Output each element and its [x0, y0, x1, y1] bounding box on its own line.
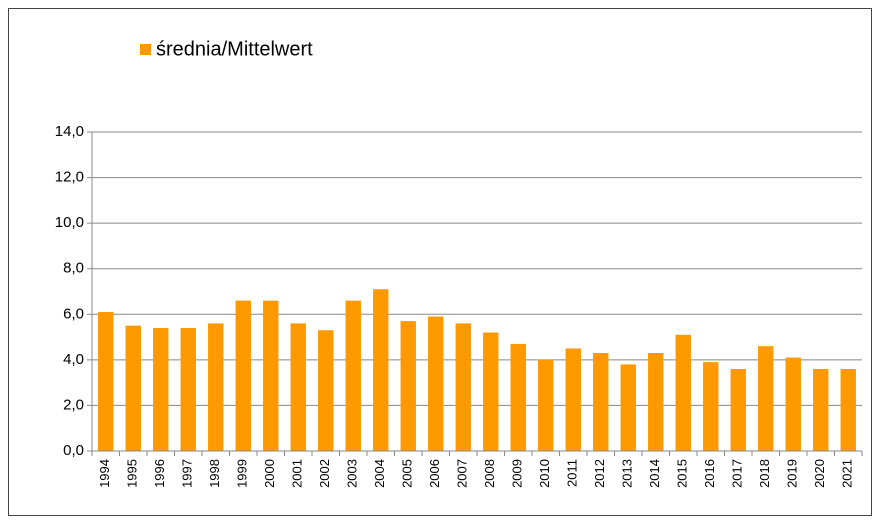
- y-tick-label: 12,0: [55, 169, 84, 186]
- x-tick-label: 2021: [840, 459, 855, 488]
- bar: [565, 348, 581, 451]
- bar: [785, 357, 801, 451]
- bar: [730, 368, 746, 451]
- bar: [373, 289, 389, 451]
- x-tick-label: 2000: [262, 459, 277, 488]
- bar: [180, 327, 196, 451]
- bar: [345, 300, 361, 451]
- bar: [235, 300, 251, 451]
- bar: [703, 362, 719, 451]
- bar: [620, 364, 636, 451]
- x-tick-label: 2018: [757, 459, 772, 488]
- bar: [428, 316, 444, 451]
- bar: [840, 368, 856, 451]
- x-tick-label: 2005: [400, 459, 415, 488]
- x-tick-label: 2012: [592, 459, 607, 488]
- x-tick-label: 2020: [812, 459, 827, 488]
- x-tick-label: 2010: [537, 459, 552, 488]
- bar: [290, 323, 306, 451]
- x-tick-label: 1996: [152, 459, 167, 488]
- y-tick-label: 4,0: [63, 351, 84, 368]
- x-tick-label: 2004: [372, 459, 387, 488]
- x-tick-label: 2013: [620, 459, 635, 488]
- bar: [153, 327, 169, 451]
- x-tick-label: 2011: [565, 459, 580, 487]
- x-tick-label: 2019: [785, 459, 800, 488]
- x-tick-label: 2015: [675, 459, 690, 488]
- x-tick-label: 2014: [647, 459, 662, 488]
- y-tick-label: 0,0: [63, 442, 84, 459]
- x-tick-label: 2001: [290, 459, 305, 488]
- bar: [758, 346, 774, 451]
- x-tick-label: 1994: [97, 459, 112, 488]
- y-tick-label: 10,0: [55, 214, 84, 231]
- bar: [318, 330, 334, 451]
- bar: [208, 323, 224, 451]
- x-tick-label: 2003: [345, 459, 360, 488]
- x-tick-label: 2002: [317, 459, 332, 488]
- bar: [510, 343, 526, 451]
- x-tick-label: 1995: [125, 459, 140, 488]
- y-tick-label: 2,0: [63, 396, 84, 413]
- bar: [813, 368, 829, 451]
- bar: [593, 353, 609, 451]
- x-tick-label: 2007: [455, 459, 470, 488]
- bar: [400, 321, 416, 451]
- x-tick-label: 1998: [207, 459, 222, 488]
- bar: [98, 312, 114, 451]
- x-tick-label: 2006: [427, 459, 442, 488]
- bar: [125, 325, 141, 451]
- x-tick-label: 2017: [730, 459, 745, 488]
- y-tick-label: 14,0: [55, 123, 84, 140]
- y-tick-label: 6,0: [63, 305, 84, 322]
- x-tick-label: 2008: [482, 459, 497, 488]
- x-tick-label: 1999: [235, 459, 250, 488]
- y-tick-label: 8,0: [63, 260, 84, 277]
- x-tick-label: 1997: [180, 459, 195, 488]
- bar: [675, 334, 691, 451]
- legend-swatch: [140, 44, 151, 55]
- legend-label: średnia/Mittelwert: [156, 38, 313, 60]
- bar: [538, 359, 554, 451]
- bar: [263, 300, 279, 451]
- bar: [455, 323, 471, 451]
- bar: [483, 332, 499, 451]
- x-tick-label: 2016: [702, 459, 717, 488]
- bar: [648, 353, 664, 451]
- x-tick-label: 2009: [510, 459, 525, 488]
